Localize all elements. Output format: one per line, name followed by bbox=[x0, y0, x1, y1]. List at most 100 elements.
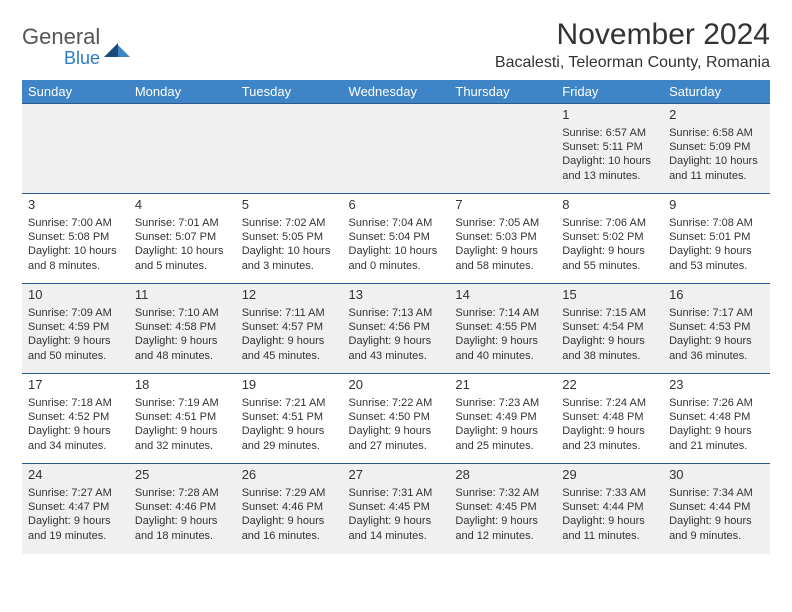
sun-info-line: and 16 minutes. bbox=[242, 529, 337, 543]
sun-info-line: and 18 minutes. bbox=[135, 529, 230, 543]
sun-info-line: Daylight: 9 hours bbox=[135, 334, 230, 348]
sun-info-line: and 34 minutes. bbox=[28, 439, 123, 453]
sun-info-line: and 19 minutes. bbox=[28, 529, 123, 543]
sun-info-line: Sunset: 4:51 PM bbox=[135, 410, 230, 424]
sun-info-line: Sunset: 4:56 PM bbox=[349, 320, 444, 334]
day-header: Thursday bbox=[449, 80, 556, 104]
calendar-week-row: 1Sunrise: 6:57 AMSunset: 5:11 PMDaylight… bbox=[22, 104, 770, 194]
sun-info-line: Sunrise: 7:04 AM bbox=[349, 216, 444, 230]
calendar-day-cell: 25Sunrise: 7:28 AMSunset: 4:46 PMDayligh… bbox=[129, 464, 236, 554]
sun-info-line: and 11 minutes. bbox=[669, 169, 764, 183]
sun-info-line: and 5 minutes. bbox=[135, 259, 230, 273]
day-number: 30 bbox=[669, 467, 764, 484]
sun-info-line: and 29 minutes. bbox=[242, 439, 337, 453]
day-number: 29 bbox=[562, 467, 657, 484]
sun-info-line: Sunrise: 7:23 AM bbox=[455, 396, 550, 410]
sun-info-line: Daylight: 9 hours bbox=[455, 334, 550, 348]
sun-info-line: Daylight: 9 hours bbox=[562, 514, 657, 528]
sun-info-line: and 45 minutes. bbox=[242, 349, 337, 363]
sun-info-line: Daylight: 9 hours bbox=[562, 334, 657, 348]
sun-info-line: Sunset: 4:52 PM bbox=[28, 410, 123, 424]
sun-info-line: Sunrise: 7:21 AM bbox=[242, 396, 337, 410]
sun-info-line: Sunset: 4:51 PM bbox=[242, 410, 337, 424]
calendar-day-cell: 29Sunrise: 7:33 AMSunset: 4:44 PMDayligh… bbox=[556, 464, 663, 554]
day-number: 19 bbox=[242, 377, 337, 394]
sun-info-line: Sunset: 4:45 PM bbox=[455, 500, 550, 514]
day-number: 9 bbox=[669, 197, 764, 214]
sun-info-line: Daylight: 9 hours bbox=[455, 514, 550, 528]
sun-info-line: Daylight: 10 hours bbox=[669, 154, 764, 168]
sun-info-line: Sunrise: 7:14 AM bbox=[455, 306, 550, 320]
calendar-week-row: 3Sunrise: 7:00 AMSunset: 5:08 PMDaylight… bbox=[22, 194, 770, 284]
sun-info-line: Sunrise: 6:58 AM bbox=[669, 126, 764, 140]
calendar-day-cell: 11Sunrise: 7:10 AMSunset: 4:58 PMDayligh… bbox=[129, 284, 236, 374]
sun-info-line: Sunset: 4:54 PM bbox=[562, 320, 657, 334]
sun-info-line: Sunset: 4:45 PM bbox=[349, 500, 444, 514]
logo-text-blue: Blue bbox=[64, 48, 100, 69]
sun-info-line: Sunrise: 7:10 AM bbox=[135, 306, 230, 320]
sun-info-line: Daylight: 9 hours bbox=[669, 424, 764, 438]
sun-info-line: and 40 minutes. bbox=[455, 349, 550, 363]
sun-info-line: and 48 minutes. bbox=[135, 349, 230, 363]
day-number: 1 bbox=[562, 107, 657, 124]
sun-info-line: Daylight: 9 hours bbox=[28, 334, 123, 348]
day-header: Friday bbox=[556, 80, 663, 104]
sun-info-line: and 11 minutes. bbox=[562, 529, 657, 543]
calendar-week-row: 17Sunrise: 7:18 AMSunset: 4:52 PMDayligh… bbox=[22, 374, 770, 464]
sun-info-line: Daylight: 10 hours bbox=[242, 244, 337, 258]
calendar-day-cell: 15Sunrise: 7:15 AMSunset: 4:54 PMDayligh… bbox=[556, 284, 663, 374]
sun-info-line: Daylight: 9 hours bbox=[135, 424, 230, 438]
day-number: 14 bbox=[455, 287, 550, 304]
sun-info-line: Sunrise: 7:19 AM bbox=[135, 396, 230, 410]
sun-info-line: Sunrise: 7:09 AM bbox=[28, 306, 123, 320]
calendar-day-cell: 7Sunrise: 7:05 AMSunset: 5:03 PMDaylight… bbox=[449, 194, 556, 284]
calendar-day-cell: 1Sunrise: 6:57 AMSunset: 5:11 PMDaylight… bbox=[556, 104, 663, 194]
sun-info-line: Daylight: 10 hours bbox=[135, 244, 230, 258]
sun-info-line: Sunrise: 7:17 AM bbox=[669, 306, 764, 320]
calendar-day-cell: 5Sunrise: 7:02 AMSunset: 5:05 PMDaylight… bbox=[236, 194, 343, 284]
sun-info-line: Daylight: 9 hours bbox=[349, 424, 444, 438]
calendar-week-row: 10Sunrise: 7:09 AMSunset: 4:59 PMDayligh… bbox=[22, 284, 770, 374]
sun-info-line: Daylight: 9 hours bbox=[455, 424, 550, 438]
day-number: 21 bbox=[455, 377, 550, 394]
calendar-week-row: 24Sunrise: 7:27 AMSunset: 4:47 PMDayligh… bbox=[22, 464, 770, 554]
calendar-day-cell: 26Sunrise: 7:29 AMSunset: 4:46 PMDayligh… bbox=[236, 464, 343, 554]
calendar-day-cell bbox=[343, 104, 450, 194]
sun-info-line: and 38 minutes. bbox=[562, 349, 657, 363]
sun-info-line: Sunset: 4:59 PM bbox=[28, 320, 123, 334]
day-number: 18 bbox=[135, 377, 230, 394]
sun-info-line: Daylight: 9 hours bbox=[349, 514, 444, 528]
sun-info-line: Daylight: 9 hours bbox=[242, 514, 337, 528]
sun-info-line: Daylight: 10 hours bbox=[28, 244, 123, 258]
day-number: 22 bbox=[562, 377, 657, 394]
day-number: 8 bbox=[562, 197, 657, 214]
day-number: 24 bbox=[28, 467, 123, 484]
sun-info-line: Daylight: 10 hours bbox=[562, 154, 657, 168]
logo-text-general: General bbox=[22, 24, 100, 50]
day-header: Wednesday bbox=[343, 80, 450, 104]
sun-info-line: Daylight: 9 hours bbox=[135, 514, 230, 528]
sun-info-line: Sunrise: 7:02 AM bbox=[242, 216, 337, 230]
sun-info-line: and 13 minutes. bbox=[562, 169, 657, 183]
sun-info-line: Sunset: 5:03 PM bbox=[455, 230, 550, 244]
sun-info-line: Sunrise: 7:26 AM bbox=[669, 396, 764, 410]
sun-info-line: Daylight: 9 hours bbox=[562, 244, 657, 258]
sun-info-line: and 50 minutes. bbox=[28, 349, 123, 363]
sun-info-line: and 21 minutes. bbox=[669, 439, 764, 453]
day-number: 13 bbox=[349, 287, 444, 304]
day-number: 5 bbox=[242, 197, 337, 214]
sun-info-line: Sunset: 4:48 PM bbox=[562, 410, 657, 424]
calendar-day-cell bbox=[22, 104, 129, 194]
sun-info-line: Daylight: 9 hours bbox=[242, 334, 337, 348]
calendar-day-cell: 22Sunrise: 7:24 AMSunset: 4:48 PMDayligh… bbox=[556, 374, 663, 464]
calendar-day-cell: 4Sunrise: 7:01 AMSunset: 5:07 PMDaylight… bbox=[129, 194, 236, 284]
calendar-table: SundayMondayTuesdayWednesdayThursdayFrid… bbox=[22, 80, 770, 554]
logo-triangle-icon bbox=[104, 39, 130, 59]
day-number: 10 bbox=[28, 287, 123, 304]
sun-info-line: Sunset: 4:48 PM bbox=[669, 410, 764, 424]
day-number: 26 bbox=[242, 467, 337, 484]
sun-info-line: Sunrise: 7:00 AM bbox=[28, 216, 123, 230]
sun-info-line: and 58 minutes. bbox=[455, 259, 550, 273]
calendar-day-cell: 8Sunrise: 7:06 AMSunset: 5:02 PMDaylight… bbox=[556, 194, 663, 284]
day-number: 6 bbox=[349, 197, 444, 214]
